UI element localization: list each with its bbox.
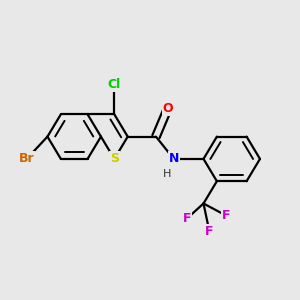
Text: O: O: [163, 102, 173, 115]
Text: F: F: [205, 225, 214, 238]
Text: F: F: [221, 209, 230, 222]
Text: N: N: [169, 152, 179, 165]
Text: Br: Br: [19, 152, 34, 165]
Text: S: S: [110, 152, 119, 165]
Text: Cl: Cl: [108, 78, 121, 91]
Text: F: F: [183, 212, 191, 225]
Text: H: H: [163, 169, 171, 179]
